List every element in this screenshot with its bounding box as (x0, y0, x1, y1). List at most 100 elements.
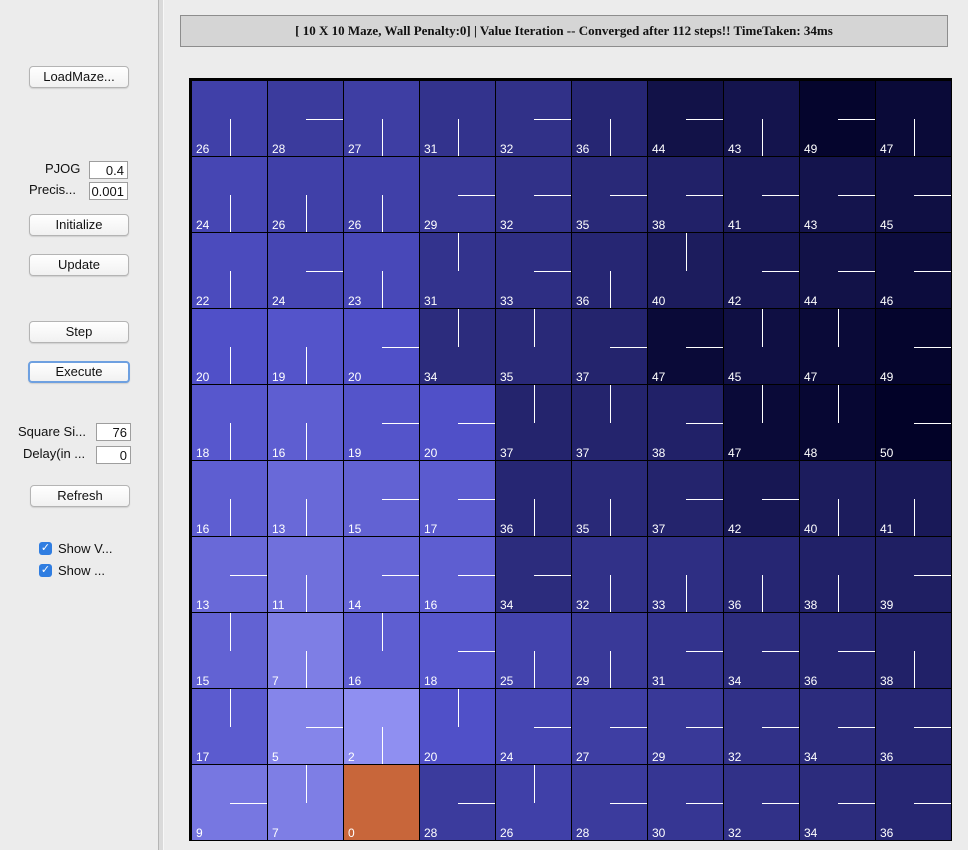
maze-cell[interactable]: 47 (648, 309, 723, 384)
maze-cell[interactable]: 27 (572, 689, 647, 764)
maze-cell[interactable]: 37 (496, 385, 571, 460)
maze-cell[interactable]: 35 (496, 309, 571, 384)
maze-cell[interactable]: 45 (724, 309, 799, 384)
maze-cell[interactable]: 32 (496, 157, 571, 232)
maze-cell[interactable]: 24 (268, 233, 343, 308)
maze-cell[interactable]: 42 (724, 461, 799, 536)
maze-cell[interactable]: 36 (800, 613, 875, 688)
maze-cell[interactable]: 47 (800, 309, 875, 384)
maze-cell[interactable]: 49 (876, 309, 951, 384)
maze-cell[interactable]: 20 (420, 689, 495, 764)
maze-cell[interactable]: 37 (572, 309, 647, 384)
maze-cell[interactable]: 41 (876, 461, 951, 536)
maze-cell[interactable]: 38 (648, 385, 723, 460)
maze-cell[interactable]: 34 (800, 689, 875, 764)
load-maze-button[interactable]: LoadMaze... (29, 66, 129, 88)
maze-cell[interactable]: 7 (268, 765, 343, 840)
maze-cell[interactable]: 37 (648, 461, 723, 536)
maze-cell[interactable]: 34 (724, 613, 799, 688)
maze-cell[interactable]: 41 (724, 157, 799, 232)
maze-cell[interactable]: 36 (496, 461, 571, 536)
maze-cell[interactable]: 38 (648, 157, 723, 232)
delay-field[interactable]: 0 (96, 446, 131, 464)
maze-cell[interactable]: 15 (192, 613, 267, 688)
maze-cell[interactable]: 49 (800, 81, 875, 156)
maze-cell[interactable]: 33 (496, 233, 571, 308)
maze-cell[interactable]: 29 (420, 157, 495, 232)
maze-cell[interactable]: 47 (724, 385, 799, 460)
maze-cell[interactable]: 26 (496, 765, 571, 840)
maze-cell[interactable]: 16 (420, 537, 495, 612)
maze-cell[interactable]: 43 (800, 157, 875, 232)
maze-cell[interactable]: 13 (268, 461, 343, 536)
maze-grid[interactable]: 26 28 27 31 32 36 44 43 49 47 24 26 26 29 32 35 38 41 43 45… (189, 78, 952, 841)
maze-cell[interactable]: 46 (876, 233, 951, 308)
maze-cell[interactable]: 26 (344, 157, 419, 232)
maze-cell[interactable]: 44 (800, 233, 875, 308)
maze-cell[interactable]: 20 (344, 309, 419, 384)
initialize-button[interactable]: Initialize (29, 214, 129, 236)
maze-cell[interactable]: 17 (420, 461, 495, 536)
maze-cell[interactable]: 48 (800, 385, 875, 460)
maze-cell[interactable]: 0 (344, 765, 419, 840)
maze-cell[interactable]: 34 (420, 309, 495, 384)
maze-cell[interactable]: 39 (876, 537, 951, 612)
maze-cell[interactable]: 36 (876, 765, 951, 840)
maze-cell[interactable]: 7 (268, 613, 343, 688)
maze-cell[interactable]: 31 (420, 81, 495, 156)
maze-cell[interactable]: 44 (648, 81, 723, 156)
precision-field[interactable]: 0.001 (89, 182, 128, 200)
maze-cell[interactable]: 15 (344, 461, 419, 536)
maze-cell[interactable]: 32 (724, 765, 799, 840)
maze-cell[interactable]: 36 (572, 233, 647, 308)
maze-cell[interactable]: 11 (268, 537, 343, 612)
maze-cell[interactable]: 32 (572, 537, 647, 612)
maze-cell[interactable]: 19 (268, 309, 343, 384)
maze-cell[interactable]: 38 (800, 537, 875, 612)
maze-cell[interactable]: 36 (724, 537, 799, 612)
maze-cell[interactable]: 18 (192, 385, 267, 460)
maze-cell[interactable]: 28 (268, 81, 343, 156)
maze-cell[interactable]: 24 (192, 157, 267, 232)
maze-cell[interactable]: 45 (876, 157, 951, 232)
maze-cell[interactable]: 36 (876, 689, 951, 764)
maze-cell[interactable]: 24 (496, 689, 571, 764)
maze-cell[interactable]: 36 (572, 81, 647, 156)
maze-cell[interactable]: 40 (800, 461, 875, 536)
maze-cell[interactable]: 34 (496, 537, 571, 612)
execute-button[interactable]: Execute (28, 361, 130, 383)
maze-cell[interactable]: 35 (572, 461, 647, 536)
maze-cell[interactable]: 47 (876, 81, 951, 156)
maze-cell[interactable]: 23 (344, 233, 419, 308)
maze-cell[interactable]: 2 (344, 689, 419, 764)
maze-cell[interactable]: 31 (648, 613, 723, 688)
maze-cell[interactable]: 32 (724, 689, 799, 764)
update-button[interactable]: Update (29, 254, 129, 276)
square-size-field[interactable]: 76 (96, 423, 131, 441)
maze-cell[interactable]: 16 (344, 613, 419, 688)
maze-cell[interactable]: 26 (192, 81, 267, 156)
show-values-checkbox[interactable]: ✓ (39, 542, 52, 555)
maze-cell[interactable]: 16 (268, 385, 343, 460)
maze-cell[interactable]: 42 (724, 233, 799, 308)
maze-cell[interactable]: 19 (344, 385, 419, 460)
maze-cell[interactable]: 5 (268, 689, 343, 764)
maze-cell[interactable]: 17 (192, 689, 267, 764)
maze-cell[interactable]: 32 (496, 81, 571, 156)
show-policy-checkbox[interactable]: ✓ (39, 564, 52, 577)
maze-cell[interactable]: 33 (648, 537, 723, 612)
maze-cell[interactable]: 43 (724, 81, 799, 156)
step-button[interactable]: Step (29, 321, 129, 343)
maze-cell[interactable]: 50 (876, 385, 951, 460)
split-pane-divider[interactable] (158, 0, 164, 850)
maze-cell[interactable]: 28 (572, 765, 647, 840)
pjog-field[interactable]: 0.4 (89, 161, 128, 179)
maze-cell[interactable]: 25 (496, 613, 571, 688)
maze-cell[interactable]: 29 (648, 689, 723, 764)
maze-cell[interactable]: 38 (876, 613, 951, 688)
maze-cell[interactable]: 20 (192, 309, 267, 384)
maze-cell[interactable]: 26 (268, 157, 343, 232)
maze-cell[interactable]: 18 (420, 613, 495, 688)
maze-cell[interactable]: 29 (572, 613, 647, 688)
maze-cell[interactable]: 28 (420, 765, 495, 840)
